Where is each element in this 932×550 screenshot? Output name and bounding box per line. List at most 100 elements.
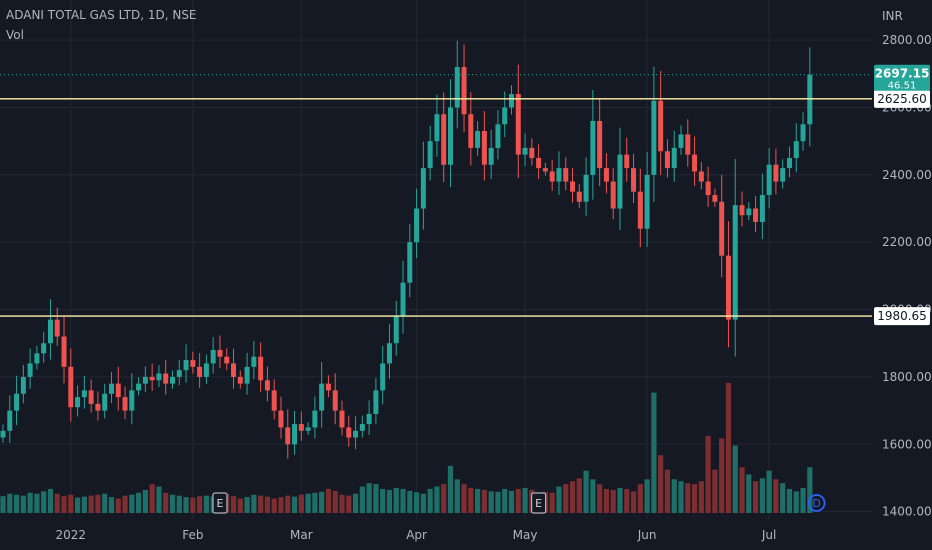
candle-body [461, 67, 467, 115]
x-tick-label: Feb [182, 528, 203, 542]
volume-bar [746, 474, 752, 513]
x-tick-label: May [513, 528, 538, 542]
candle-body [719, 201, 725, 256]
candle-body [231, 363, 237, 377]
candle-body [305, 427, 311, 431]
candle-body [108, 383, 114, 394]
volume-bar [481, 489, 487, 513]
candle-body [427, 141, 433, 169]
volume-bar [495, 491, 501, 513]
candle-body [14, 393, 20, 411]
volume-bar [244, 497, 250, 513]
candle-body [542, 168, 548, 172]
candle-body [759, 195, 765, 222]
volume-bar [366, 483, 372, 513]
candle-body [156, 373, 162, 381]
candle-body [237, 376, 243, 384]
candle-body [285, 427, 291, 445]
candle-body [522, 147, 528, 155]
candle-body [0, 430, 6, 438]
volume-bar [407, 490, 413, 513]
volume-bar [732, 445, 738, 513]
x-tick-label: Jul [761, 528, 776, 542]
candle-body [495, 124, 501, 148]
candle-body [41, 343, 47, 354]
candle-body [332, 390, 338, 411]
volume-bar [712, 469, 718, 513]
candle-body [678, 134, 684, 148]
volume-bar [352, 493, 359, 513]
volume-bar [13, 494, 20, 513]
candle-body [624, 154, 630, 169]
x-tick-label: 2022 [56, 528, 87, 542]
last-price-label: 2697.15 [875, 67, 930, 81]
volume-bar [176, 495, 182, 513]
candle-body [170, 376, 175, 384]
candle-body [800, 124, 806, 142]
candle-body [536, 157, 542, 169]
volume-bar [420, 493, 426, 513]
candle-body [441, 114, 447, 165]
last-price-box [874, 64, 930, 91]
candle-body [115, 383, 121, 398]
candle-body [217, 349, 223, 357]
candle-body [549, 171, 555, 182]
volume-bar [190, 497, 196, 513]
candle-body [312, 410, 318, 428]
volume-bar [0, 496, 6, 513]
event-marker-label: D [812, 497, 820, 510]
volume-bar [278, 497, 284, 513]
candle-body [576, 191, 582, 202]
volume-bar [658, 455, 664, 513]
candle-body [68, 366, 74, 408]
candle-body [434, 114, 440, 142]
volume-bar [149, 484, 155, 513]
candle-body [414, 208, 420, 243]
volume-bar [122, 495, 128, 513]
y-tick-label: 1600.00 [882, 437, 932, 451]
candle-body [353, 430, 359, 438]
candle-body [61, 336, 67, 367]
candle-body [685, 134, 691, 155]
candle-body [319, 383, 325, 411]
volume-bar [603, 488, 610, 513]
candle-body [502, 107, 508, 125]
volume-bar [630, 491, 637, 513]
volume-bar [624, 488, 630, 513]
candle-body [509, 93, 514, 108]
volume-bar [346, 495, 352, 513]
event-marker-label: E [216, 497, 223, 510]
candle-body [671, 147, 677, 169]
candle-body [359, 424, 365, 431]
x-tick-label: Mar [290, 528, 313, 542]
level-label-box [874, 307, 930, 326]
volume-bar [285, 495, 291, 513]
volume-bar [47, 488, 54, 513]
candle-body [339, 410, 345, 428]
candle-body [658, 100, 664, 152]
candle-body [210, 349, 216, 364]
volume-bar [644, 479, 650, 513]
candle-body [149, 376, 155, 381]
volume-bar [319, 491, 325, 513]
volume-bar [88, 495, 94, 513]
candle-body [563, 168, 569, 182]
candle-body [325, 383, 331, 391]
volume-bar [298, 494, 304, 513]
volume-bar [793, 491, 799, 513]
candle-body [515, 93, 521, 155]
candle-body [27, 363, 33, 377]
event-marker-label: E [535, 497, 542, 510]
volume-bar [590, 479, 596, 513]
candle-body [617, 154, 623, 209]
volume-bar [74, 497, 81, 513]
volume-bar [291, 496, 298, 513]
candle-body [766, 164, 772, 196]
volume-bar [183, 497, 189, 513]
candle-body [380, 363, 386, 391]
volume-bar [61, 496, 67, 513]
candle-body [400, 282, 406, 317]
y-tick-label: 2800.00 [882, 33, 932, 47]
candle-body [251, 356, 257, 367]
